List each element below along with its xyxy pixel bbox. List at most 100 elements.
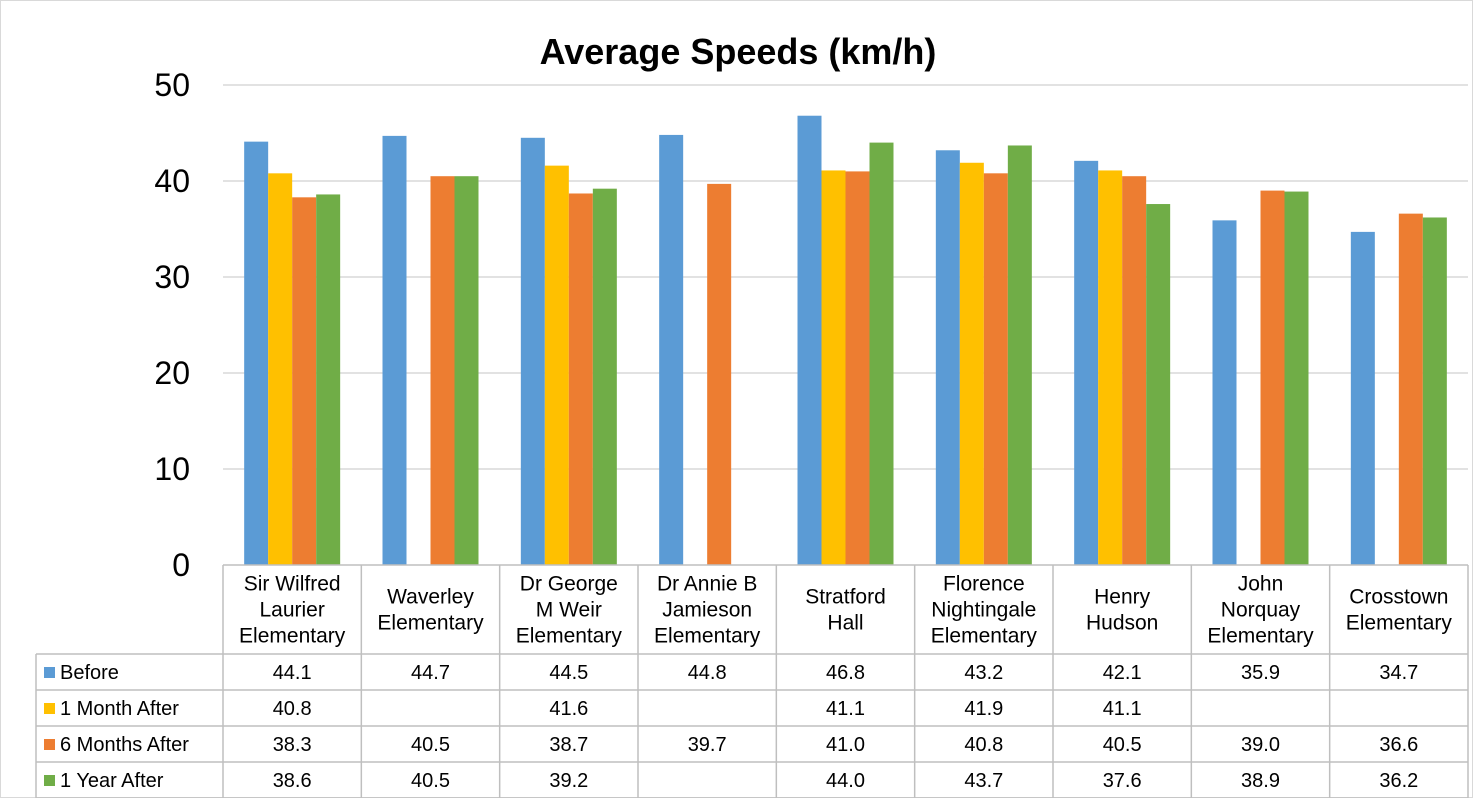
bar-1-year-after xyxy=(1284,191,1309,565)
category-label-line: Waverley xyxy=(387,586,474,609)
category-label-line: Elementary xyxy=(654,625,761,648)
bar-1-year-after xyxy=(316,194,341,565)
y-tick-label: 30 xyxy=(154,259,190,295)
series-name: 1 Year After xyxy=(60,770,164,792)
category-label: Waverley Elementary xyxy=(377,586,484,635)
bar-1-year-after xyxy=(454,176,479,565)
category-label: Florence Nightingale Elementary xyxy=(931,573,1038,648)
data-label: 40.5 xyxy=(411,770,450,792)
category-label: Sir Wilfred Laurier Elementary xyxy=(239,573,346,648)
data-label: 40.5 xyxy=(1103,734,1142,756)
category-label-line: Crosstown xyxy=(1349,586,1448,609)
legend-key xyxy=(44,703,55,714)
bar-1-year-after xyxy=(592,188,617,565)
category-label-line: Dr George xyxy=(520,573,618,596)
data-label: 34.7 xyxy=(1379,662,1418,684)
data-label: 35.9 xyxy=(1241,662,1280,684)
bar-6-months-after xyxy=(568,193,593,566)
bar-6-months-after xyxy=(707,183,732,565)
category-label-line: Stratford xyxy=(805,586,886,609)
y-tick-label: 10 xyxy=(154,451,190,487)
y-tick-label: 50 xyxy=(154,67,190,103)
bar-1-year-after xyxy=(1007,145,1032,566)
category-label-line: Elementary xyxy=(516,625,623,648)
y-tick-label: 0 xyxy=(172,547,190,583)
bar-before xyxy=(797,115,822,565)
data-label: 40.8 xyxy=(964,734,1003,756)
data-label: 41.1 xyxy=(826,698,865,720)
bar-before xyxy=(659,134,684,566)
bar-before xyxy=(244,141,269,565)
category-label: Stratford Hall xyxy=(805,586,886,635)
bar-before xyxy=(1350,231,1375,565)
series-name: 1 Month After xyxy=(60,698,179,720)
category-label-line: Elementary xyxy=(1207,625,1314,648)
data-label: 44.8 xyxy=(688,662,727,684)
data-label: 38.6 xyxy=(273,770,312,792)
category-label-line: Laurier xyxy=(259,599,324,622)
category-label-line: Florence xyxy=(943,573,1025,596)
data-label: 37.6 xyxy=(1103,770,1142,792)
data-label: 44.5 xyxy=(549,662,588,684)
category-label: Henry Hudson xyxy=(1086,586,1158,635)
data-label: 41.0 xyxy=(826,734,865,756)
data-label: 46.8 xyxy=(826,662,865,684)
data-label: 43.7 xyxy=(964,770,1003,792)
bar-1-month-after xyxy=(268,173,293,565)
data-label: 42.1 xyxy=(1103,662,1142,684)
data-label: 41.1 xyxy=(1103,698,1142,720)
bar-6-months-after xyxy=(845,171,870,565)
category-label: Dr Annie B Jamieson Elementary xyxy=(654,573,761,648)
data-label: 40.5 xyxy=(411,734,450,756)
category-label-line: M Weir xyxy=(536,599,602,622)
category-label-line: Hall xyxy=(827,612,863,635)
legend-key xyxy=(44,739,55,750)
category-label-line: Elementary xyxy=(239,625,346,648)
category-label: Crosstown Elementary xyxy=(1346,586,1453,635)
bar-6-months-after xyxy=(430,176,455,565)
data-label: 38.9 xyxy=(1241,770,1280,792)
category-label-line: Elementary xyxy=(931,625,1038,648)
data-label: 36.2 xyxy=(1379,770,1418,792)
bar-6-months-after xyxy=(1122,176,1147,565)
data-label: 36.6 xyxy=(1379,734,1418,756)
bar-before xyxy=(1212,220,1237,566)
legend-key xyxy=(44,667,55,678)
bar-6-months-after xyxy=(983,173,1008,565)
category-label-line: Norquay xyxy=(1221,599,1301,622)
data-label: 43.2 xyxy=(964,662,1003,684)
y-tick-label: 20 xyxy=(154,355,190,391)
bar-before xyxy=(1074,160,1099,565)
data-label: 44.0 xyxy=(826,770,865,792)
data-label: 41.6 xyxy=(549,698,588,720)
data-label: 39.7 xyxy=(688,734,727,756)
bar-6-months-after xyxy=(1398,213,1423,565)
legend-key xyxy=(44,775,55,786)
category-label-line: Elementary xyxy=(377,612,484,635)
data-label: 39.0 xyxy=(1241,734,1280,756)
bar-1-month-after xyxy=(959,162,984,565)
bar-before xyxy=(935,150,960,565)
category-label-line: Henry xyxy=(1094,586,1151,609)
bar-before xyxy=(520,137,545,566)
data-label: 39.2 xyxy=(549,770,588,792)
series-name: 6 Months After xyxy=(60,734,189,756)
category-label-line: John xyxy=(1238,573,1284,596)
bar-1-month-after xyxy=(1098,170,1123,565)
category-label-line: Jamieson xyxy=(662,599,752,622)
data-label: 38.7 xyxy=(549,734,588,756)
category-label-line: Sir Wilfred xyxy=(244,573,341,596)
category-label: Dr George M Weir Elementary xyxy=(516,573,623,648)
chart-title: Average Speeds (km/h) xyxy=(540,31,937,72)
bar-before xyxy=(382,135,407,565)
bar-1-year-after xyxy=(869,142,894,565)
category-label-line: Hudson xyxy=(1086,612,1158,635)
bar-1-month-after xyxy=(544,165,569,565)
data-label: 44.1 xyxy=(273,662,312,684)
data-label: 41.9 xyxy=(964,698,1003,720)
data-label: 40.8 xyxy=(273,698,312,720)
category-label-line: Dr Annie B xyxy=(657,573,757,596)
y-tick-label: 40 xyxy=(154,163,190,199)
category-label-line: Nightingale xyxy=(931,599,1036,622)
